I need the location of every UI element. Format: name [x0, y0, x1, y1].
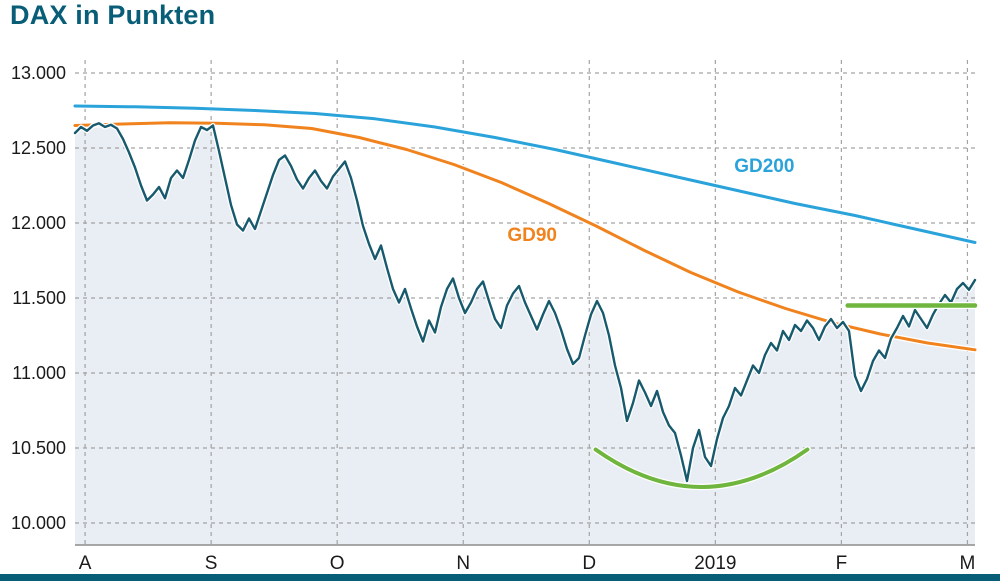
y-tick-label: 11.000 [12, 363, 66, 383]
x-tick-label: A [79, 553, 92, 574]
y-axis-labels: 13.000 12.500 12.000 11.500 11.000 10.500 10.0… [11, 63, 66, 533]
y-tick-label: 13.000 [11, 63, 66, 83]
y-tick-label: 12.500 [11, 138, 66, 158]
series-label-gd90: GD90 [507, 225, 557, 246]
dax-area-fill [75, 123, 975, 546]
x-tick-label: N [456, 553, 470, 574]
dax-line [73, 122, 977, 483]
y-tick-label: 11.500 [12, 288, 66, 308]
x-tick-label: M [960, 553, 976, 574]
x-tick-label: 2019 [694, 553, 736, 574]
bottoming-arc [593, 447, 810, 489]
x-axis-labels: A S O N D 2019 F M [79, 553, 976, 574]
gd200-line [73, 104, 977, 244]
y-tick-label: 10.000 [11, 513, 66, 533]
x-tick-label: O [330, 553, 345, 574]
footer-bar [0, 574, 1000, 581]
series-label-gd200: GD200 [734, 156, 794, 177]
x-tick-label: D [582, 553, 596, 574]
chart-title: DAX in Punkten [10, 0, 216, 30]
x-tick-label: S [205, 553, 218, 574]
y-tick-label: 12.000 [11, 213, 66, 233]
y-tick-label: 10.500 [11, 438, 66, 458]
gd90-line [73, 121, 977, 352]
x-tick-label: F [836, 553, 848, 574]
